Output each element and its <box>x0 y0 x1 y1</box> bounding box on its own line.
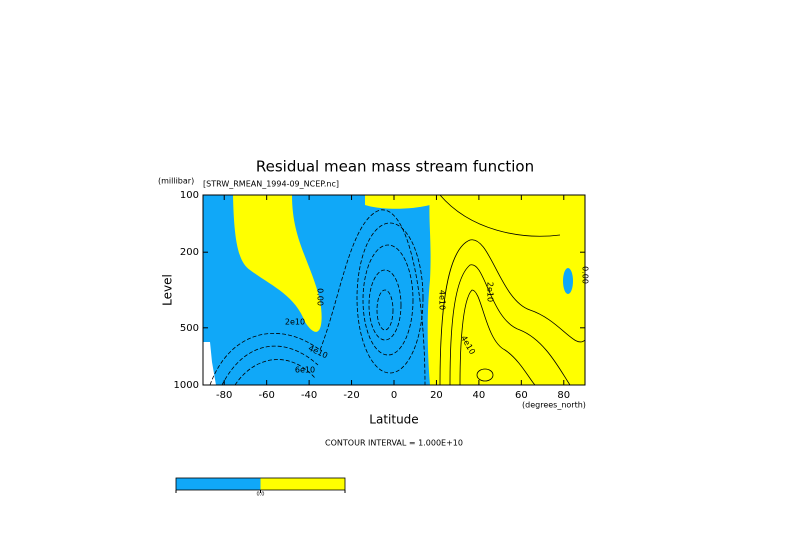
y-tick-label: 100 <box>180 190 199 201</box>
x-unit: (degrees_north) <box>522 401 586 410</box>
x-tick-label: 20 <box>430 390 443 401</box>
y-tick-label: 1000 <box>174 380 199 391</box>
axes: -80 -60 -40 -20 0 20 40 60 80 100 200 500 1000 <box>174 190 585 401</box>
fill-negative <box>563 268 573 294</box>
contour-label: 0.00 <box>581 266 590 284</box>
y-tick-label: 200 <box>180 247 199 258</box>
missing <box>203 342 216 385</box>
contour-label: 6e10 <box>295 366 315 375</box>
y-tick-label: 500 <box>180 323 199 334</box>
plot-fill <box>203 195 585 385</box>
x-tick-label: -20 <box>343 390 359 401</box>
fill-positive <box>427 195 585 385</box>
fill-positive <box>233 195 322 332</box>
fill-positive <box>365 195 430 209</box>
contour-label: 2e10 <box>285 318 305 327</box>
contour-label: 2e10 <box>486 282 495 302</box>
colorbar: 0.0 <box>175 477 346 498</box>
chart-title: Residual mean mass stream function <box>256 158 534 176</box>
colorbar-swatch <box>260 478 345 490</box>
x-tick-label: -80 <box>216 390 232 401</box>
y-unit: (millibar) <box>158 177 194 186</box>
contour-interval: CONTOUR INTERVAL = 1.000E+10 <box>325 439 463 448</box>
contour-label: 4e10 <box>438 290 447 310</box>
x-label: Latitude <box>369 413 418 427</box>
subtitle: [STRW_RMEAN_1994-09_NCEP.nc] <box>203 180 339 189</box>
x-tick-label: 0 <box>391 390 397 401</box>
x-tick-label: -60 <box>258 390 274 401</box>
x-tick-label: 60 <box>515 390 528 401</box>
y-label: Level <box>161 274 175 306</box>
colorbar-swatch <box>176 478 261 490</box>
x-tick-label: 80 <box>557 390 570 401</box>
contour-lines <box>209 194 586 386</box>
colorbar-label: 0.0 <box>257 492 265 498</box>
x-tick-label: -40 <box>301 390 317 401</box>
x-tick-label: 40 <box>473 390 486 401</box>
contour-label: 0.00 <box>316 288 325 306</box>
